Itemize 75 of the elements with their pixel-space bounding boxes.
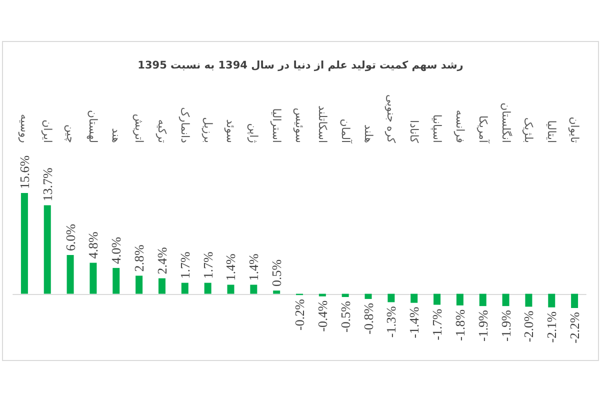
bar: [364, 294, 372, 299]
bar: [66, 255, 74, 294]
x-tick-label: آلمان: [338, 118, 353, 144]
bar: [388, 294, 395, 302]
bar: [250, 284, 258, 294]
x-tick-label: ایران: [40, 120, 54, 143]
data-label: -1.3%: [384, 306, 399, 338]
x-tick-label: کره جنوبی: [384, 94, 398, 144]
data-label: 1.4%: [223, 253, 238, 281]
data-label: -2.1%: [544, 311, 560, 343]
x-tick-label: اسکاتلند: [316, 106, 329, 143]
bar: [410, 294, 418, 303]
x-tick-label: انگلستان: [499, 102, 512, 143]
data-label: 0.5%: [269, 259, 284, 287]
bar: [44, 205, 51, 294]
data-label: -2.0%: [521, 310, 536, 342]
x-tick-label: سوئد: [224, 119, 238, 143]
bar: [571, 294, 578, 308]
x-tick-label: چین: [64, 124, 77, 143]
bar: [20, 193, 28, 294]
data-label: 4.8%: [86, 232, 101, 259]
data-label: -1.7%: [430, 308, 445, 340]
bar: [112, 268, 120, 294]
bar: [181, 282, 188, 294]
data-label: -0.2%: [292, 298, 307, 330]
x-tick-label: کانادا: [408, 120, 421, 144]
data-label: 2.8%: [132, 244, 147, 272]
bar: [548, 294, 556, 308]
bar: [158, 278, 166, 294]
data-label: 2.4%: [154, 247, 170, 274]
data-label: -0.5%: [338, 300, 353, 332]
x-tick-label: آمریکا: [476, 115, 490, 144]
data-label: 4.0%: [108, 236, 124, 264]
x-tick-label: برزیل: [201, 117, 214, 143]
data-label: -2.2%: [567, 312, 582, 344]
bar: [434, 294, 441, 305]
x-tick-label: فرانسه: [453, 110, 466, 143]
x-tick-label: سوئیس: [293, 108, 306, 143]
bar: [525, 294, 532, 307]
bar: [502, 294, 510, 306]
bar: [227, 284, 234, 294]
x-tick-label: ترکیه: [155, 119, 168, 143]
data-label: -1.9%: [475, 310, 490, 342]
data-label: 15.6%: [16, 155, 32, 189]
x-tick-label: اسپانیا: [430, 114, 444, 143]
x-tick-label: روسیه: [18, 114, 31, 143]
data-label: 1.7%: [200, 252, 216, 279]
data-label: 1.7%: [177, 252, 192, 279]
data-label: -0.4%: [314, 300, 330, 332]
x-tick-label: هلند: [362, 124, 375, 144]
x-tick-label: ژاپن: [247, 123, 260, 143]
data-label: -1.8%: [452, 309, 468, 341]
data-label: 13.7%: [40, 168, 55, 202]
bar: [136, 276, 143, 294]
data-label: 1.4%: [246, 253, 262, 281]
x-tick-label: تایوان: [568, 116, 582, 143]
bar: [318, 294, 326, 296]
bar: [342, 294, 349, 298]
data-label: -1.9%: [498, 310, 514, 342]
bar: [273, 290, 280, 294]
x-tick-label: هند: [110, 128, 123, 144]
bar: [90, 262, 97, 294]
bar: [456, 294, 464, 306]
x-tick-label: ایتالیا: [545, 120, 558, 143]
x-tick-label: لهستان: [86, 110, 100, 143]
x-tick-label: بلژیک: [522, 117, 536, 143]
x-tick-label: استرالیا: [270, 108, 284, 143]
x-tick-label: دانمارک: [178, 107, 192, 144]
data-label: -0.8%: [360, 302, 376, 334]
x-tick-label: اتریش: [132, 114, 146, 143]
bar: [204, 282, 212, 294]
data-label: 6.0%: [62, 224, 78, 252]
bar: [479, 294, 486, 306]
data-label: -1.4%: [406, 306, 422, 338]
chart-title: رشد سهم کمیت تولید علم از دنیا در سال 1394 به نسبت 1395: [138, 60, 464, 72]
